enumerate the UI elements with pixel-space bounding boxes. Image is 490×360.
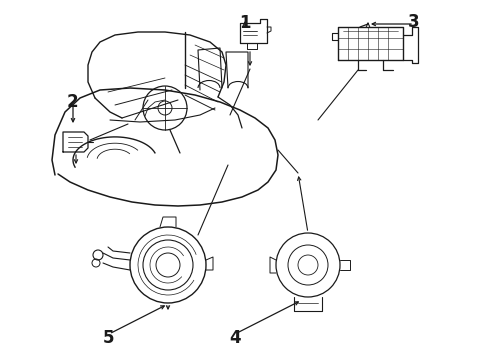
Text: 2: 2 (67, 93, 78, 111)
Text: 5: 5 (103, 329, 115, 347)
Text: 4: 4 (229, 329, 241, 347)
Text: 3: 3 (408, 13, 420, 31)
Text: 1: 1 (239, 14, 251, 32)
